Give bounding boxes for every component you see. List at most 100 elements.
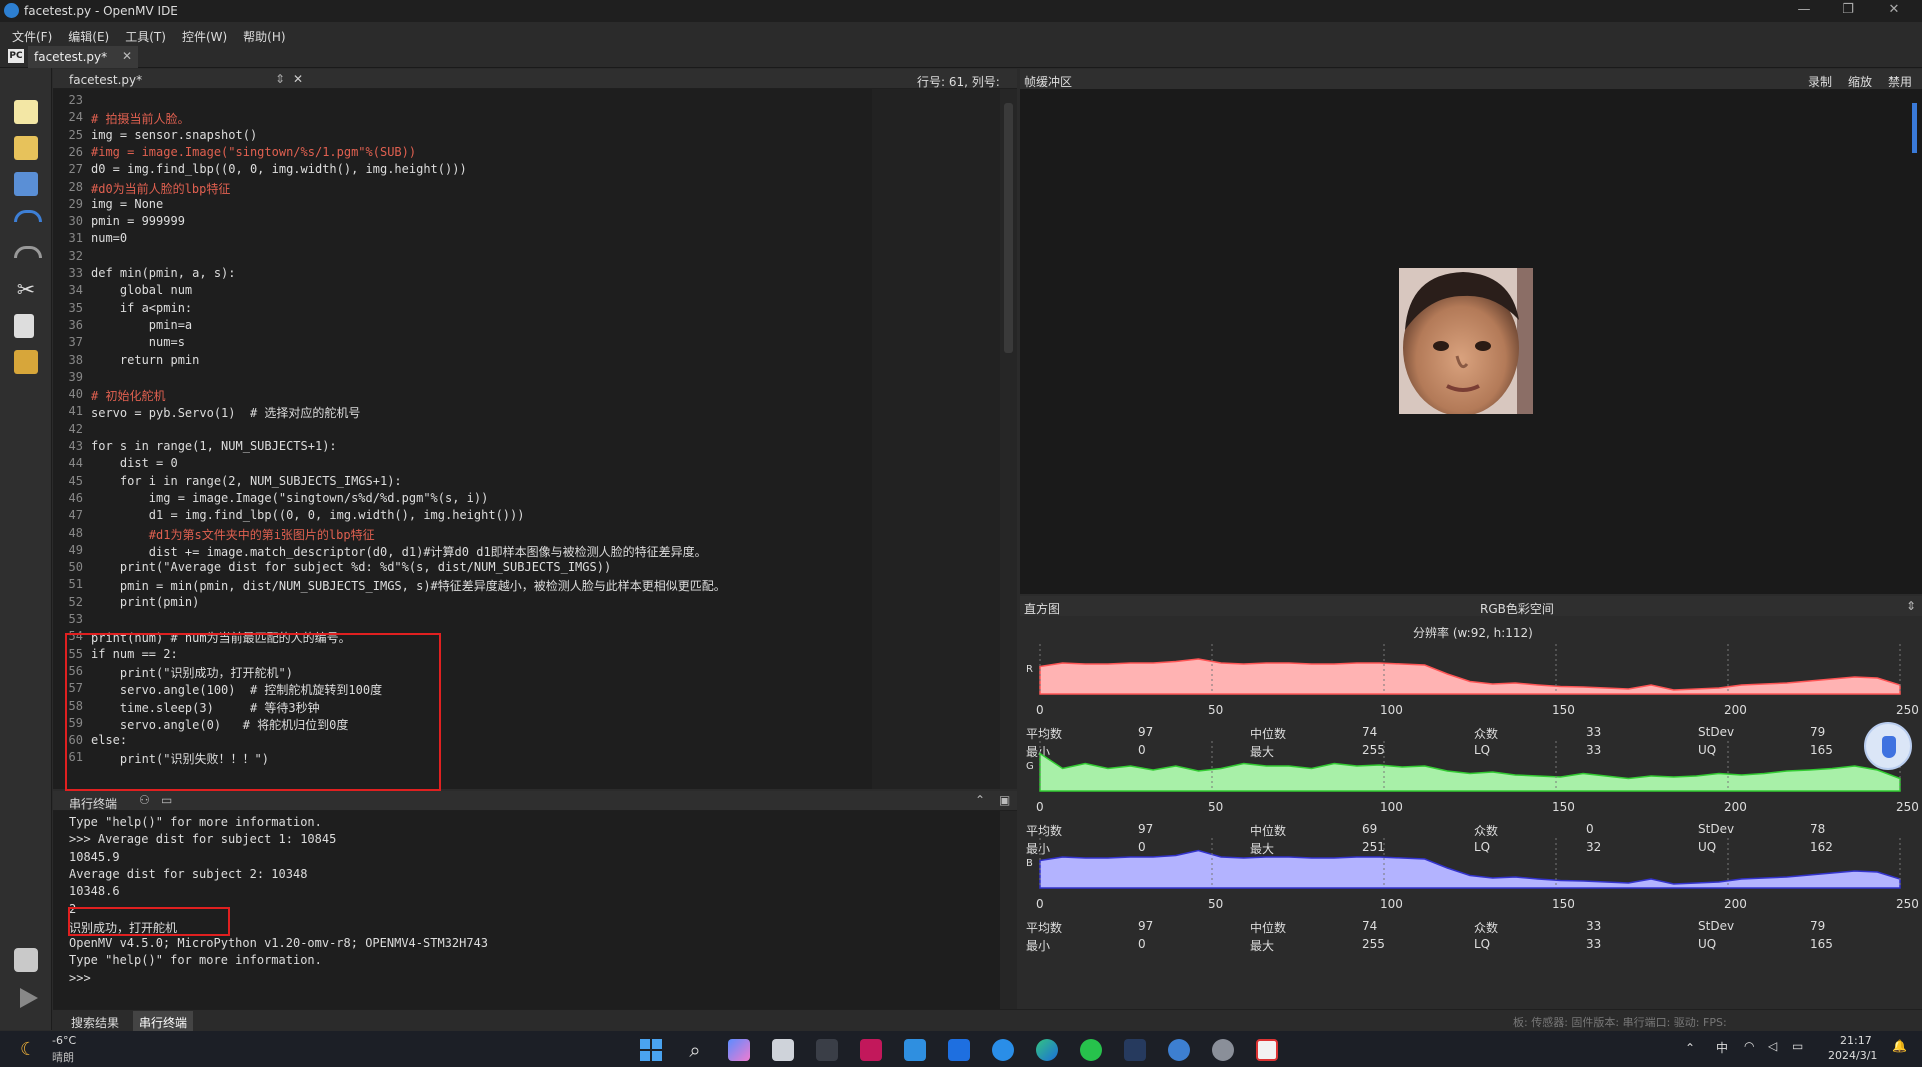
open-folder-icon[interactable] [14,136,38,160]
start-menu-icon[interactable] [640,1039,662,1061]
cat-app-icon[interactable] [1124,1039,1146,1061]
record-button[interactable]: 录制 [1808,75,1833,89]
menu-file[interactable]: 文件(F) [12,30,53,44]
cut-icon[interactable]: ✂ [16,278,36,303]
line-number: 46 [68,490,83,505]
serial-line: 10845.9 [69,849,120,864]
tab-search-results[interactable]: 搜索结果 [71,1016,120,1030]
edge-browser-icon[interactable] [1036,1039,1058,1061]
code-editor[interactable]: 23 24 # 拍摄当前人脸。 25 img = sensor.snapshot() 26… [53,89,872,789]
maximize-button[interactable]: ❐ [1842,2,1854,17]
serial-scrollbar[interactable] [1000,811,1017,1009]
code-line: pmin=a [91,317,193,332]
unity-icon[interactable] [816,1039,838,1061]
pdf-app-icon[interactable] [1256,1039,1278,1061]
editor-scrollbar[interactable] [1000,89,1017,789]
weather-moon-icon[interactable]: ☾ [20,1039,37,1060]
stat-value: 0 [1586,822,1594,836]
line-number: 37 [68,335,83,350]
tab-facetest[interactable]: facetest.py* ✕ [28,46,138,68]
file-select-chevron-icon[interactable]: ⇕ [275,72,286,86]
framebuffer-scrollbar[interactable] [1912,103,1917,153]
stat-value: 97 [1138,919,1154,933]
new-file-icon[interactable] [14,100,38,124]
openmv-taskbar-icon[interactable] [1168,1039,1190,1061]
ie-browser-icon[interactable] [992,1039,1014,1061]
tray-chevron-icon[interactable]: ⌃ [1685,1041,1696,1055]
clock-time[interactable]: 21:17 [1840,1034,1872,1047]
title-bar: facetest.py - OpenMV IDE — ❐ ✕ [0,0,1922,22]
collapse-icon[interactable]: ⌃ [975,793,986,807]
window-app-icon[interactable] [904,1039,926,1061]
line-number: 41 [68,404,83,419]
close-button[interactable]: ✕ [1888,2,1900,17]
openmv-logo-icon [4,3,19,18]
float-panel-icon[interactable]: ▣ [999,793,1011,807]
code-line: img = image.Image("singtown/s%d/%d.pgm"%… [91,490,489,505]
close-tab-icon[interactable]: ✕ [121,49,132,63]
run-icon[interactable] [20,988,38,1008]
zoom-button[interactable]: 缩放 [1848,75,1873,89]
histogram-tick-label: 50 [1208,897,1223,911]
close-file-icon[interactable]: ✕ [293,72,304,86]
lenovo-app-icon[interactable] [948,1039,970,1061]
paste-icon[interactable] [14,350,38,374]
code-line: pmin = 999999 [91,214,185,229]
menu-help[interactable]: 帮助(H) [243,30,286,44]
undo-icon[interactable] [14,210,42,222]
stat-value: 79 [1810,725,1826,739]
disable-button[interactable]: 禁用 [1888,75,1913,89]
wechat-icon[interactable] [1080,1039,1102,1061]
line-number: 56 [68,663,83,678]
menu-widgets[interactable]: 控件(W) [181,30,228,44]
line-number: 24 [68,110,83,125]
assistant-float-icon[interactable] [1864,722,1912,770]
menu-tools[interactable]: 工具(T) [125,30,166,44]
notification-icon[interactable]: 🔔 [1892,1039,1907,1053]
save-log-icon[interactable]: ▭ [161,793,173,807]
redo-icon[interactable] [14,246,42,258]
stat-label: StDev [1698,919,1735,933]
line-number: 29 [68,196,83,211]
histogram-tick-label: 150 [1552,800,1575,814]
wifi-icon[interactable]: ◠ [1744,1039,1755,1053]
menu-edit[interactable]: 编辑(E) [68,30,110,44]
battery-icon[interactable]: ▭ [1792,1039,1804,1053]
colorspace-select[interactable]: RGB色彩空间 [1480,602,1554,616]
histogram-area [1039,752,1901,792]
file-tab-bar: PC facetest.py* ✕ [0,46,1922,68]
copy-icon[interactable] [14,314,34,338]
ime-indicator[interactable]: 中 [1716,1041,1729,1055]
app-icon-red[interactable] [860,1039,882,1061]
colorspace-chevron-icon[interactable]: ⇕ [1906,599,1917,613]
line-number: 45 [68,473,83,488]
line-number: 54 [68,629,83,644]
terminal-settings-icon[interactable]: ⚇ [139,793,150,807]
stat-label: 平均数 [1026,921,1063,935]
code-line: servo = pyb.Servo(1) # 选择对应的舵机号 [91,406,361,421]
histogram-tick-label: 200 [1724,800,1747,814]
line-number: 30 [68,214,83,229]
volume-icon[interactable]: ◁ [1768,1039,1778,1053]
connect-icon[interactable] [14,948,38,972]
stat-value: 33 [1586,743,1602,757]
tab-serial-terminal[interactable]: 串行终端 [133,1011,194,1034]
line-number: 50 [68,560,83,575]
task-view-icon[interactable] [772,1039,794,1061]
stat-label: UQ [1698,840,1717,854]
code-line: for i in range(2, NUM_SUBJECTS_IMGS+1): [91,473,402,488]
histogram-tick-label: 0 [1036,703,1044,717]
settings-gear-icon[interactable] [1212,1039,1234,1061]
search-icon[interactable]: ⌕ [689,1038,701,1062]
clock-date[interactable]: 2024/3/1 [1828,1049,1878,1062]
save-icon[interactable] [14,172,38,196]
serial-line: OpenMV v4.5.0; MicroPython v1.20-omv-r8;… [69,936,489,951]
minimize-button[interactable]: — [1797,2,1811,17]
copilot-icon[interactable] [728,1039,750,1061]
histogram-tick-label: 150 [1552,897,1575,911]
stat-value: 251 [1362,840,1385,854]
serial-terminal-output[interactable]: Type "help()" for more information. >>> A… [53,811,1000,1009]
serial-terminal-title: 串行终端 [69,797,118,811]
line-number: 32 [68,248,83,263]
line-number: 48 [68,525,83,540]
